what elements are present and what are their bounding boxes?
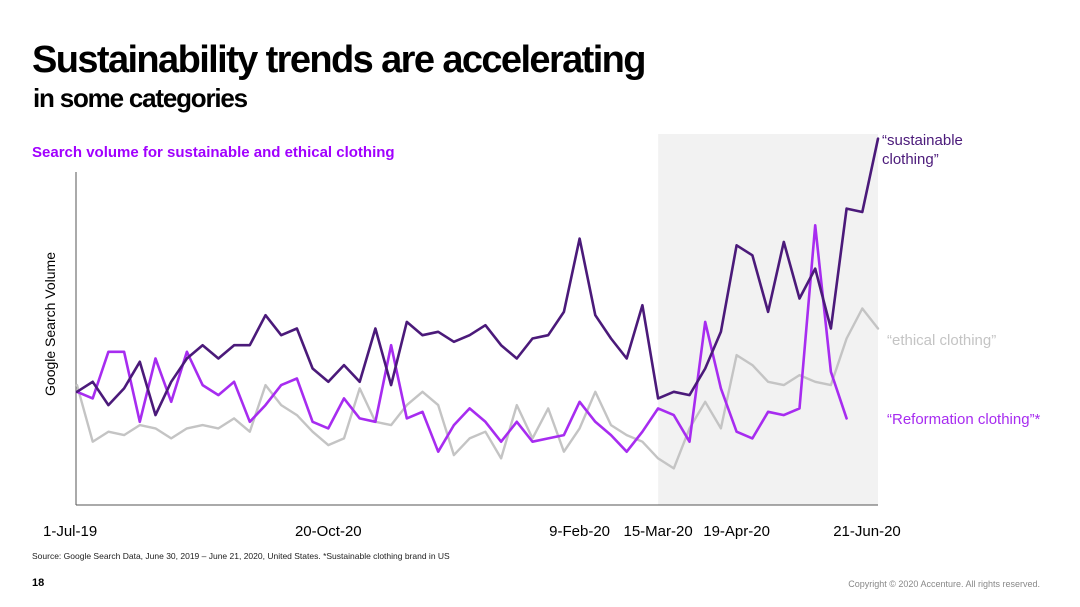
series-label-reformation: “Reformation clothing”*: [887, 411, 1041, 428]
series-line-reformation: [75, 224, 848, 454]
x-tick-label: 21-Jun-20: [833, 523, 901, 540]
slide-subtitle: in some categories: [33, 83, 248, 113]
series-label-ethical: “ethical clothing”: [887, 332, 996, 349]
x-tick-label: 1-Jul-19: [43, 523, 97, 540]
page-number: 18: [32, 577, 45, 589]
x-tick-label: 20-Oct-20: [295, 523, 362, 540]
x-tick-label: 19-Apr-20: [703, 523, 770, 540]
chart-title: Search volume for sustainable and ethica…: [32, 144, 395, 161]
y-axis-title: Google Search Volume: [42, 252, 58, 396]
x-tick-label: 15-Mar-20: [623, 523, 692, 540]
series-line-sustainable: [75, 137, 880, 417]
series-group: [75, 137, 880, 470]
series-line-ethical: [75, 307, 880, 470]
source-note: Source: Google Search Data, June 30, 201…: [32, 551, 450, 561]
highlight-band: [658, 134, 878, 505]
series-label-sustainable: “sustainable clothing”: [882, 132, 963, 168]
slide-title: Sustainability trends are accelerating: [32, 39, 647, 81]
series-labels: “sustainable clothing” “ethical clothing” “…: [882, 132, 1041, 428]
copyright: Copyright © 2020 Accenture. All rights r…: [848, 579, 1040, 589]
x-tick-labels: 1-Jul-19 20-Oct-20 9-Feb-20 15-Mar-20 19-Apr…: [43, 523, 901, 540]
x-tick-label: 9-Feb-20: [549, 523, 610, 540]
